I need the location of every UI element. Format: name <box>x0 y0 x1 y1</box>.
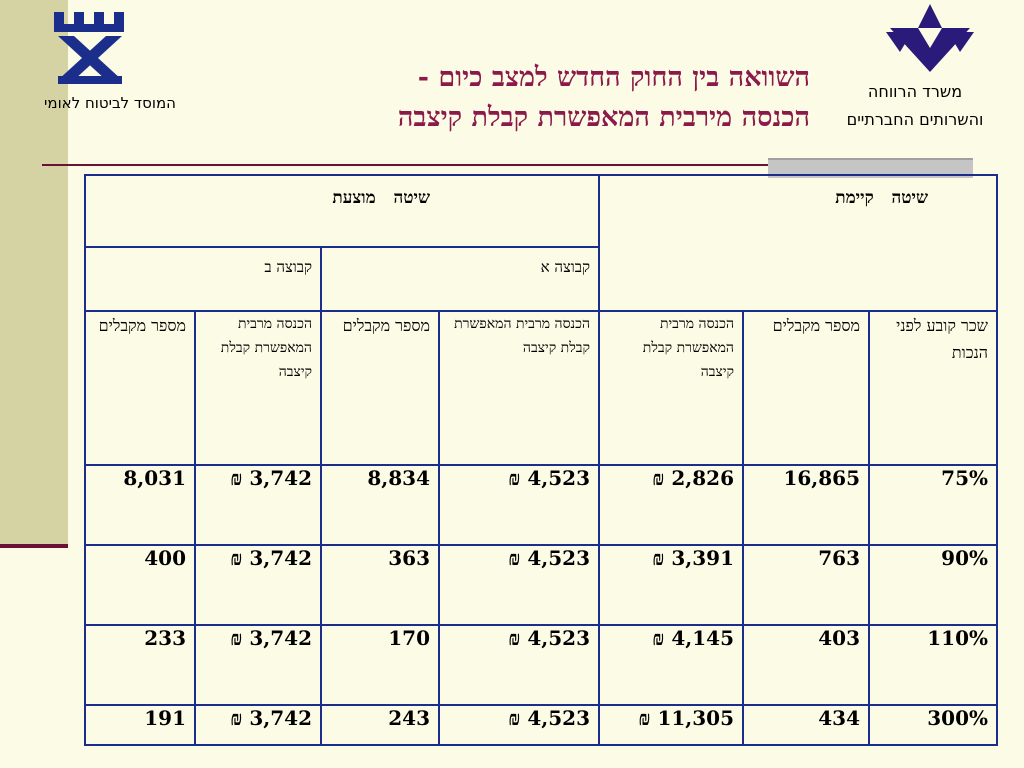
page-title: השוואה בין החוק החדש למצב כיום - הכנסה מ… <box>200 58 810 138</box>
cell-existing-recipients: 763 <box>742 544 870 626</box>
table-row: 110% 403 4,145 ₪ 4,523 ₪ 170 3,742 ₪ 233 <box>84 624 998 706</box>
header-divider <box>42 164 972 166</box>
cell-a-recipients: 243 <box>320 704 440 746</box>
cell-b-recipients: 191 <box>84 704 196 746</box>
cell-existing-recipients: 16,865 <box>742 464 870 546</box>
cell-a-max-income: 4,523 ₪ <box>438 544 600 626</box>
cell-salary: 110% <box>868 624 998 706</box>
cell-b-max-income: 3,742 ₪ <box>194 704 322 746</box>
cell-b-max-income: 3,742 ₪ <box>194 464 322 546</box>
group-a-header: קבוצה א <box>320 246 600 312</box>
cell-b-max-income: 3,742 ₪ <box>194 624 322 706</box>
group-b-header: קבוצה ב <box>84 246 322 312</box>
cell-salary: 90% <box>868 544 998 626</box>
cell-existing-max-income: 2,826 ₪ <box>598 464 744 546</box>
cell-existing-max-income: 11,305 ₪ <box>598 704 744 746</box>
col-a-max-income-header: הכנסה מרבית המאפשרת קבלת קיצבה <box>438 310 600 466</box>
cell-b-recipients: 400 <box>84 544 196 626</box>
cell-salary: 75% <box>868 464 998 546</box>
col-existing-max-income-header: הכנסה מרבית המאפשרת קבלת קיצבה <box>598 310 744 466</box>
col-salary-header: שכר קובע לפני הנכות <box>868 310 998 466</box>
ministry-line2: והשרותים החברתיים <box>846 110 984 129</box>
comparison-table: שיטה קיימת שיטה מוצעת קבוצה א קבוצה ב שכ… <box>84 174 998 746</box>
cell-a-max-income: 4,523 ₪ <box>438 704 600 746</box>
national-insurance-logo-icon <box>54 12 124 84</box>
ministry-line1: משרד הרווחה <box>867 82 963 101</box>
table-row: 300% 434 11,305 ₪ 4,523 ₪ 243 3,742 ₪ 19… <box>84 704 998 746</box>
cell-a-recipients: 8,834 <box>320 464 440 546</box>
table-row: 90% 763 3,391 ₪ 4,523 ₪ 363 3,742 ₪ 400 <box>84 544 998 626</box>
ministry-name: משרד הרווחה והשרותים החברתיים <box>815 78 1015 134</box>
ministry-welfare-logo-icon <box>886 4 974 72</box>
cell-a-recipients: 363 <box>320 544 440 626</box>
title-line2: הכנסה מירבית המאפשרת קבלת קיצבה <box>397 102 810 133</box>
col-a-recipients-header: מספר מקבלים <box>320 310 440 466</box>
left-decor-bar <box>0 544 68 548</box>
method-existing-header: שיטה קיימת <box>598 174 998 312</box>
col-b-max-income-header: הכנסה מרבית המאפשרת קבלת קיצבה <box>194 310 322 466</box>
cell-a-max-income: 4,523 ₪ <box>438 464 600 546</box>
cell-b-recipients: 8,031 <box>84 464 196 546</box>
col-b-recipients-header: מספר מקבלים <box>84 310 196 466</box>
cell-existing-max-income: 3,391 ₪ <box>598 544 744 626</box>
table-row: 75% 16,865 2,826 ₪ 4,523 ₪ 8,834 3,742 ₪… <box>84 464 998 546</box>
cell-existing-max-income: 4,145 ₪ <box>598 624 744 706</box>
cell-a-max-income: 4,523 ₪ <box>438 624 600 706</box>
cell-b-max-income: 3,742 ₪ <box>194 544 322 626</box>
cell-b-recipients: 233 <box>84 624 196 706</box>
nii-name: המוסד לביטוח לאומי <box>44 94 176 112</box>
col-existing-recipients-header: מספר מקבלים <box>742 310 870 466</box>
cell-salary: 300% <box>868 704 998 746</box>
title-line1: השוואה בין החוק החדש למצב כיום - <box>417 62 810 93</box>
cell-a-recipients: 170 <box>320 624 440 706</box>
left-decor-strip <box>0 0 68 548</box>
header-gray-bar <box>768 158 973 178</box>
cell-existing-recipients: 434 <box>742 704 870 746</box>
cell-existing-recipients: 403 <box>742 624 870 706</box>
method-proposed-header: שיטה מוצעת <box>84 174 600 248</box>
